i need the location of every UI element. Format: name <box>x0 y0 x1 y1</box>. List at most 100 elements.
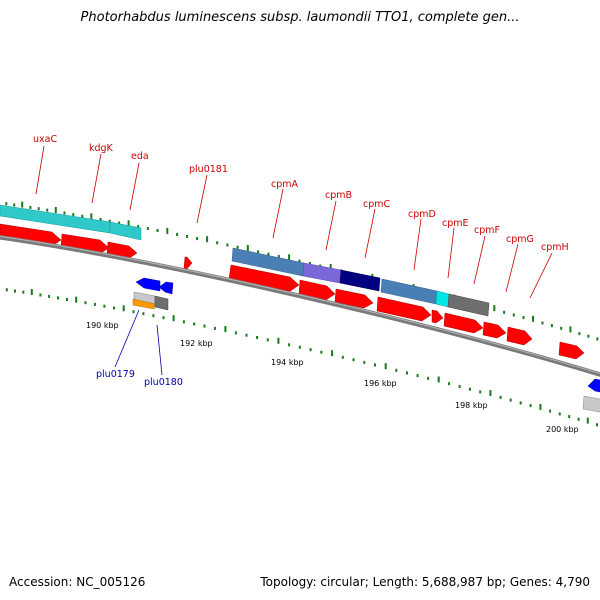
scale-tick <box>309 348 312 352</box>
scale-tick <box>142 312 145 316</box>
scale-tick <box>75 296 78 303</box>
gc-content-tick <box>512 313 515 317</box>
scale-tick <box>22 290 25 294</box>
scale-tick <box>596 423 598 427</box>
genome-backbone <box>0 235 600 377</box>
cds-arrow-cpmC <box>334 288 374 309</box>
scale-tick <box>352 358 355 362</box>
cds-arrow-cpmD <box>376 296 432 322</box>
gc-content-tick <box>493 305 496 312</box>
scale-label-194kbp: 194 kbp <box>271 358 304 367</box>
scale-tick <box>103 304 106 308</box>
gc-content-tick <box>277 254 280 258</box>
scale-tick <box>288 343 291 347</box>
gc-content-tick <box>596 337 599 341</box>
gc-content-tick <box>216 241 219 245</box>
scale-tick <box>93 302 96 306</box>
gc-content-tick <box>560 326 563 330</box>
gene-label-cpmH: cpmH <box>541 242 569 253</box>
scale-tick <box>266 338 269 342</box>
gc-content-tick <box>90 213 93 220</box>
gc-content-tick <box>503 310 506 314</box>
cog-block-cpmE <box>435 290 450 308</box>
gc-content-tick <box>108 219 111 223</box>
gene-label-cpmG: cpmG <box>506 234 534 245</box>
genome-backbone-highlight <box>0 235 600 375</box>
gc-content-tick <box>226 243 229 247</box>
reverse-cog-track <box>132 291 600 413</box>
scale-tick <box>374 363 376 367</box>
scale-tick <box>489 390 492 397</box>
cog-block-cpmB <box>302 262 342 284</box>
scale-tick <box>5 288 8 292</box>
gc-content-tick <box>166 227 169 234</box>
scale-label-192kbp: 192 kbp <box>180 339 213 348</box>
scale-tick <box>437 376 440 383</box>
gc-content-tick <box>29 205 32 209</box>
gc-content-tick <box>13 203 16 207</box>
gene-label-cpmD: cpmD <box>408 209 436 220</box>
gc-content-tick <box>37 207 40 211</box>
gc-content-tick <box>257 250 260 254</box>
scale-tick <box>66 298 68 301</box>
gc-content-tick <box>99 218 102 221</box>
cog-track <box>0 204 490 317</box>
cds-arrow-cpmB <box>298 279 336 301</box>
scale-tick <box>529 404 532 408</box>
scale-tick <box>277 337 280 344</box>
scale-tick <box>519 401 522 405</box>
scale-tick <box>577 417 580 421</box>
scale-tick <box>395 368 398 372</box>
scale-tick <box>57 296 59 300</box>
scale-tick <box>509 398 512 402</box>
gc-content-tick <box>21 201 24 208</box>
scale-tick <box>499 395 502 399</box>
scale-tick <box>182 320 185 324</box>
gc-content-tick <box>298 259 301 263</box>
cds-arrow-plu0180 <box>158 281 174 295</box>
gc-content-tick <box>63 211 66 215</box>
gc-content-tick <box>176 233 179 236</box>
gc-content-tick <box>329 263 332 270</box>
scale-ticks <box>5 288 598 427</box>
cog-block-cpmF <box>447 293 490 317</box>
gene-label-cpmF: cpmF <box>474 225 500 236</box>
cds-arrow-next-reverse <box>587 378 600 393</box>
cds-arrow-uxaC <box>0 223 62 248</box>
scale-tick <box>549 409 552 413</box>
gc-content-tick <box>587 334 590 338</box>
gc-content-tick <box>532 315 534 322</box>
gc-content-tick <box>550 324 553 328</box>
cog-block-eda <box>109 221 142 241</box>
scale-label-190kbp: 190 kbp <box>86 321 119 330</box>
cog-block-next-reverse <box>582 395 600 413</box>
scale-tick <box>331 350 334 357</box>
topology-label: Topology: circular; Length: 5,688,987 bp… <box>260 575 590 589</box>
scale-tick <box>539 403 542 410</box>
scale-tick <box>152 314 155 318</box>
gene-label-cpmC: cpmC <box>363 199 391 210</box>
scale-tick <box>224 326 227 333</box>
forward-cds-track <box>0 223 585 360</box>
scale-tick <box>406 371 408 375</box>
label-leader-lines <box>35 145 553 376</box>
scale-tick <box>416 374 419 378</box>
scale-tick <box>203 324 206 328</box>
gc-content-tick <box>206 236 209 243</box>
gc-content-tick <box>146 227 149 230</box>
scale-tick <box>122 305 125 312</box>
cds-arrow-plu0179 <box>135 277 161 292</box>
scale-tick <box>213 326 216 330</box>
cog-block-plu0180 <box>154 295 169 311</box>
gc-content-tick <box>81 214 84 218</box>
cds-arrow-cpmA <box>228 264 300 293</box>
gc-content-tick <box>267 252 270 256</box>
gene-label-cpmE: cpmE <box>442 218 469 229</box>
gene-label-eda: eda <box>131 151 149 162</box>
gc-content-tick <box>578 332 581 336</box>
gene-label-plu0181: plu0181 <box>189 164 228 175</box>
gc-content-tick <box>54 207 57 213</box>
cds-arrow-cpmH <box>506 326 533 346</box>
gc-content-tick <box>118 221 121 225</box>
